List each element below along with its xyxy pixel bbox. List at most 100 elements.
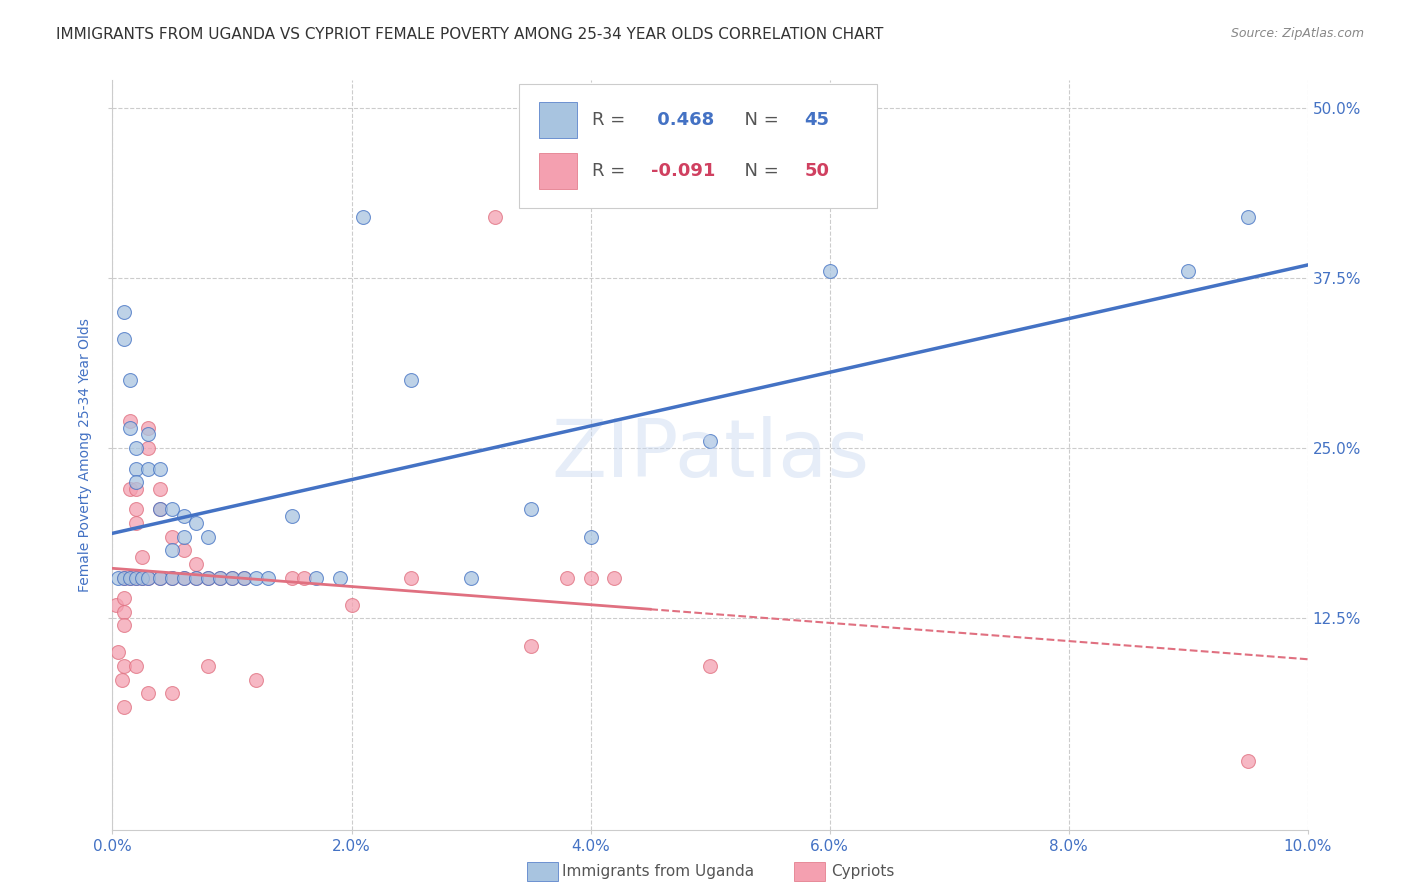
- Text: ZIPatlas: ZIPatlas: [551, 416, 869, 494]
- Point: [138, 686, 160, 700]
- Point: [131, 550, 153, 565]
- Point: [233, 570, 256, 584]
- Point: [114, 659, 135, 673]
- Point: [125, 570, 148, 584]
- Point: [173, 543, 195, 558]
- Point: [197, 570, 219, 584]
- Point: [114, 570, 135, 584]
- Point: [149, 570, 172, 584]
- Point: [149, 482, 172, 496]
- Text: R =: R =: [592, 162, 631, 180]
- Point: [138, 570, 160, 584]
- Point: [107, 645, 129, 659]
- Point: [292, 570, 315, 584]
- Point: [579, 570, 602, 584]
- Point: [197, 530, 219, 544]
- Point: [125, 570, 148, 584]
- FancyBboxPatch shape: [519, 84, 877, 208]
- Point: [579, 530, 602, 544]
- Point: [120, 570, 142, 584]
- Point: [131, 570, 153, 584]
- Point: [197, 659, 219, 673]
- Text: 50: 50: [804, 162, 830, 180]
- Point: [162, 502, 183, 516]
- FancyBboxPatch shape: [538, 103, 578, 138]
- Point: [125, 659, 148, 673]
- Point: [401, 373, 423, 387]
- Point: [138, 420, 160, 434]
- Point: [173, 530, 195, 544]
- Point: [131, 570, 153, 584]
- Text: 0.468: 0.468: [651, 112, 714, 129]
- Point: [105, 598, 128, 612]
- Point: [221, 570, 243, 584]
- Text: IMMIGRANTS FROM UGANDA VS CYPRIOT FEMALE POVERTY AMONG 25-34 YEAR OLDS CORRELATI: IMMIGRANTS FROM UGANDA VS CYPRIOT FEMALE…: [56, 27, 883, 42]
- Point: [114, 570, 135, 584]
- Point: [120, 414, 142, 428]
- Point: [281, 570, 304, 584]
- Point: [111, 673, 134, 687]
- Point: [149, 570, 172, 584]
- Point: [138, 441, 160, 455]
- FancyBboxPatch shape: [538, 153, 578, 189]
- Point: [114, 305, 135, 319]
- Point: [186, 516, 208, 530]
- Point: [120, 373, 142, 387]
- Point: [484, 210, 506, 224]
- Point: [149, 502, 172, 516]
- Point: [257, 570, 280, 584]
- Point: [1237, 755, 1260, 769]
- Point: [149, 502, 172, 516]
- Point: [120, 420, 142, 434]
- Point: [209, 570, 232, 584]
- Point: [221, 570, 243, 584]
- Point: [401, 570, 423, 584]
- Text: N =: N =: [733, 112, 785, 129]
- Point: [818, 264, 841, 278]
- Text: -0.091: -0.091: [651, 162, 716, 180]
- Text: Cypriots: Cypriots: [831, 864, 894, 879]
- Point: [125, 475, 148, 490]
- Point: [353, 210, 375, 224]
- Point: [699, 659, 721, 673]
- Point: [114, 605, 135, 619]
- Point: [162, 570, 183, 584]
- Point: [162, 543, 183, 558]
- Point: [245, 570, 267, 584]
- Point: [138, 427, 160, 442]
- Point: [460, 570, 482, 584]
- Point: [114, 591, 135, 605]
- Point: [125, 461, 148, 475]
- Point: [114, 332, 135, 346]
- Point: [125, 482, 148, 496]
- Point: [125, 516, 148, 530]
- Point: [173, 570, 195, 584]
- Point: [120, 570, 142, 584]
- Text: R =: R =: [592, 112, 631, 129]
- Text: Source: ZipAtlas.com: Source: ZipAtlas.com: [1230, 27, 1364, 40]
- Point: [162, 686, 183, 700]
- Point: [125, 441, 148, 455]
- Point: [125, 502, 148, 516]
- Point: [233, 570, 256, 584]
- Point: [173, 509, 195, 524]
- Point: [162, 530, 183, 544]
- Point: [107, 570, 129, 584]
- Point: [138, 461, 160, 475]
- Point: [245, 673, 267, 687]
- Text: 45: 45: [804, 112, 830, 129]
- Point: [281, 509, 304, 524]
- Text: N =: N =: [733, 162, 785, 180]
- Point: [120, 482, 142, 496]
- Point: [1177, 264, 1199, 278]
- Point: [305, 570, 328, 584]
- Point: [138, 570, 160, 584]
- Point: [197, 570, 219, 584]
- Point: [173, 570, 195, 584]
- Point: [149, 461, 172, 475]
- Point: [186, 570, 208, 584]
- Point: [699, 434, 721, 449]
- Point: [329, 570, 352, 584]
- Y-axis label: Female Poverty Among 25-34 Year Olds: Female Poverty Among 25-34 Year Olds: [79, 318, 93, 592]
- Point: [1237, 210, 1260, 224]
